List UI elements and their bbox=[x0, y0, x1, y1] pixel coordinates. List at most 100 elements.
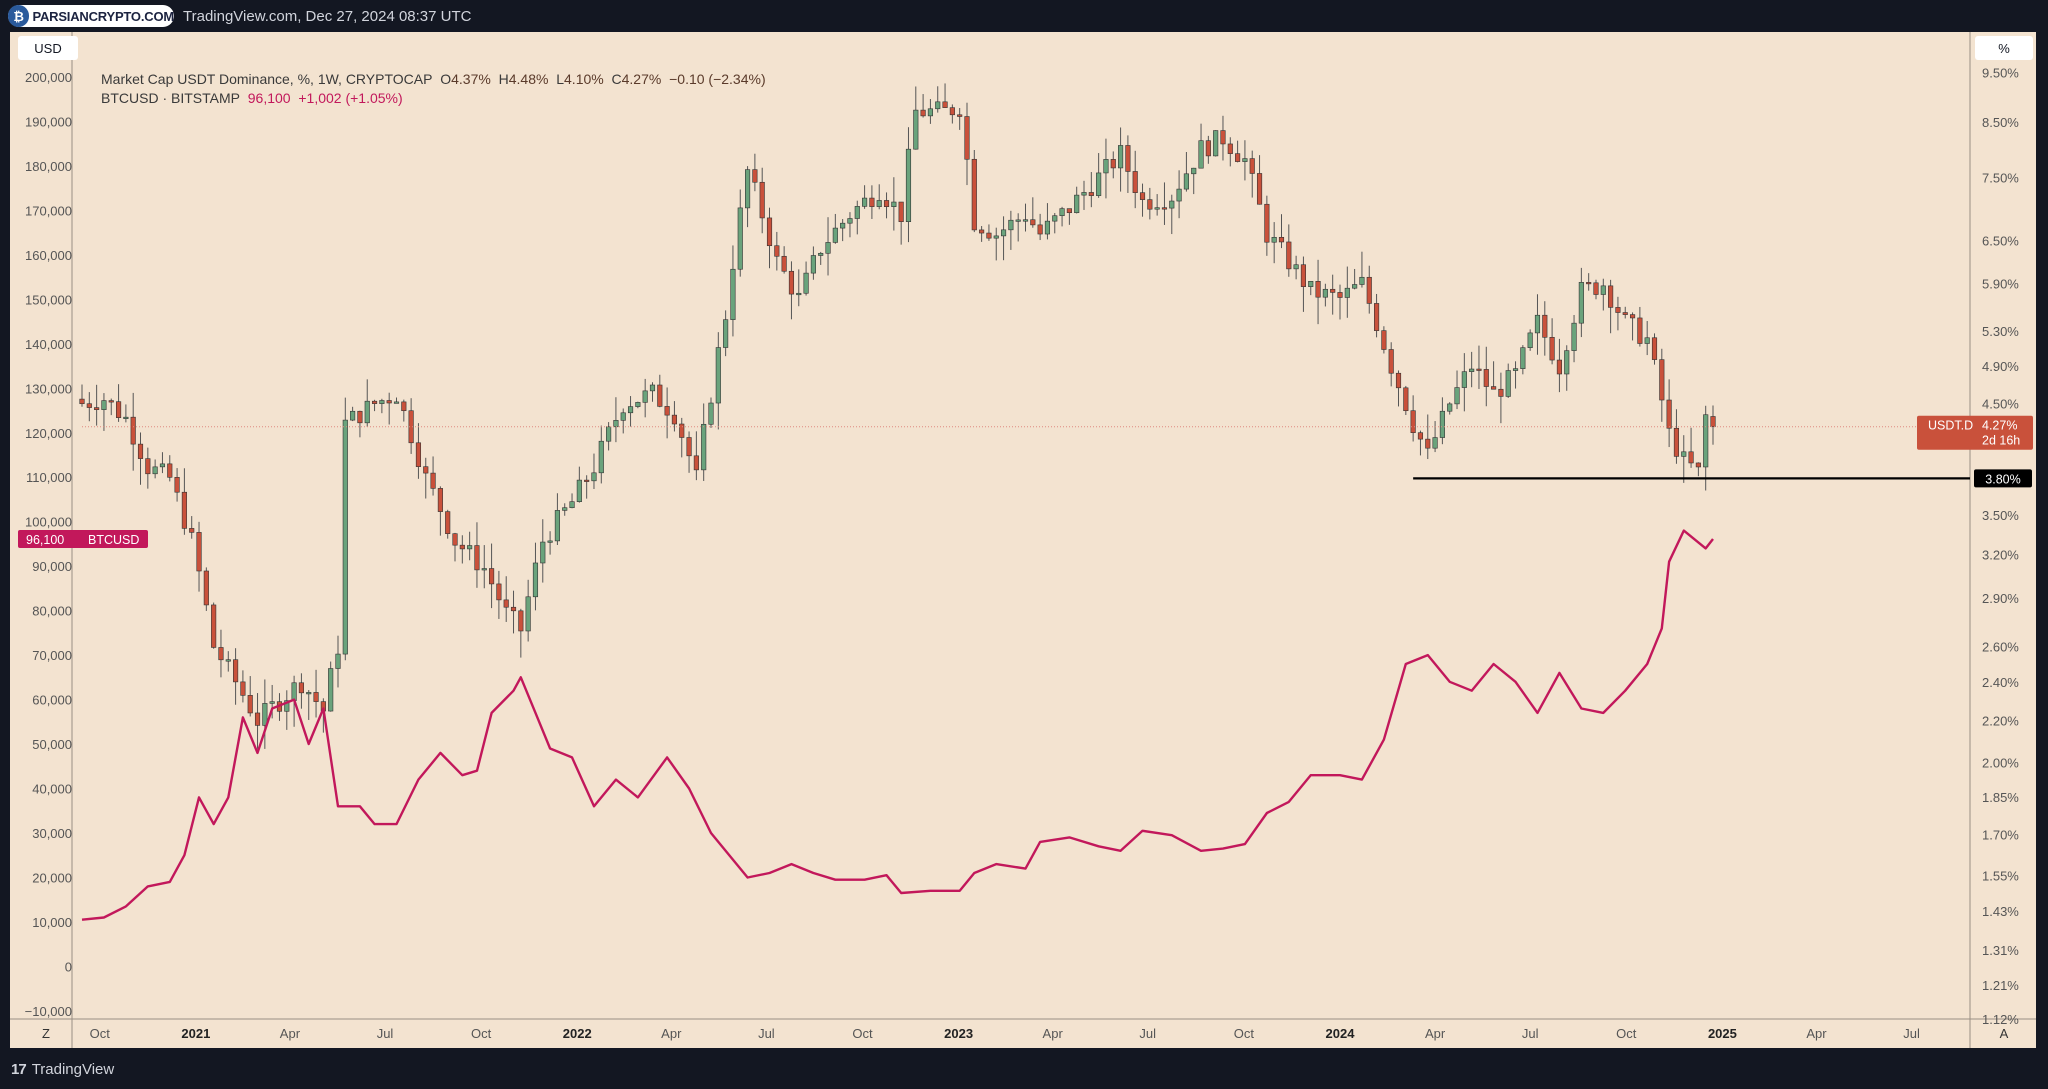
candle-body bbox=[1278, 236, 1285, 243]
candle-body bbox=[1235, 153, 1241, 162]
candle-body bbox=[269, 701, 275, 704]
right-tick-label: 2.40% bbox=[1982, 675, 2019, 690]
usdt-countdown: 2d 16h bbox=[1982, 434, 2020, 448]
chart-frame: 200,000 190,000 180,000 170,000 160,000 150,0… bbox=[10, 32, 2036, 1048]
candle-body bbox=[766, 217, 773, 247]
right-tick-label: 1.85% bbox=[1982, 790, 2019, 805]
candle-body bbox=[942, 101, 948, 108]
candle-body bbox=[1293, 264, 1299, 270]
candle-body bbox=[679, 423, 685, 438]
candle-body bbox=[1096, 172, 1102, 196]
candle-body bbox=[1432, 437, 1438, 449]
candle-body bbox=[1205, 140, 1211, 157]
candle-body bbox=[854, 206, 860, 219]
support-price-tag bbox=[1974, 469, 2032, 488]
candle-body bbox=[503, 599, 509, 608]
btc-price-tag-name: BTCUSD bbox=[88, 533, 139, 547]
candle-body bbox=[620, 412, 626, 421]
a-button[interactable]: A bbox=[2000, 1026, 2009, 1041]
chart-canvas[interactable]: 200,000 190,000 180,000 170,000 160,000 150,0… bbox=[10, 32, 2036, 1048]
candle-body bbox=[1534, 314, 1541, 334]
candle-body bbox=[1710, 416, 1716, 428]
left-tick-label: 170,000 bbox=[25, 203, 72, 218]
candle-body bbox=[1030, 219, 1036, 226]
candle-body bbox=[1578, 282, 1584, 324]
candle-body bbox=[1695, 462, 1701, 468]
candle-body bbox=[1542, 314, 1548, 338]
left-tick-label: 130,000 bbox=[25, 381, 72, 396]
candle-body bbox=[708, 402, 714, 425]
candle-body bbox=[1052, 215, 1058, 222]
candle-body bbox=[869, 197, 875, 207]
candle-body bbox=[1169, 200, 1175, 209]
usdt-price-tag-name: USDT.D bbox=[1928, 419, 1973, 433]
candle-body bbox=[350, 410, 356, 421]
x-tick-label: Oct bbox=[90, 1026, 111, 1041]
candle-body bbox=[1139, 192, 1146, 200]
candle-body bbox=[723, 319, 729, 348]
candle-body bbox=[174, 477, 180, 493]
candle-body bbox=[649, 384, 656, 392]
candle-body bbox=[606, 426, 612, 442]
tradingview-logo-icon: 17 bbox=[11, 1061, 27, 1078]
candle-body bbox=[847, 218, 853, 224]
candle-body bbox=[693, 455, 699, 471]
candle-body bbox=[788, 270, 795, 295]
watermark-brand: PARSIANCRYPTO.COM bbox=[32, 8, 174, 24]
candle-body bbox=[979, 229, 985, 234]
candle-body bbox=[1359, 276, 1365, 285]
candle-body bbox=[1125, 145, 1131, 172]
candle-body bbox=[1498, 388, 1504, 397]
candle-body bbox=[291, 682, 297, 701]
right-tick-label: 7.50% bbox=[1982, 170, 2019, 185]
percent-scale-button[interactable]: % bbox=[1975, 36, 2033, 60]
candle-body bbox=[1454, 387, 1460, 405]
candle-body bbox=[1600, 285, 1606, 295]
candle-body bbox=[130, 416, 136, 445]
x-tick-label: Oct bbox=[471, 1026, 492, 1041]
right-tick-label: 2.20% bbox=[1982, 713, 2019, 728]
candle-body bbox=[898, 201, 904, 223]
right-tick-label: 3.50% bbox=[1982, 508, 2019, 523]
candle-body bbox=[920, 109, 926, 117]
candle-body bbox=[664, 406, 670, 416]
support-price-label: 3.80% bbox=[1985, 472, 2020, 486]
candle-body bbox=[1688, 451, 1694, 464]
candle-body bbox=[584, 479, 590, 482]
candle-body bbox=[145, 458, 151, 475]
btc-price-tag-value: 96,100 bbox=[26, 533, 64, 547]
candle-body bbox=[1673, 427, 1680, 457]
candle-body bbox=[262, 703, 268, 726]
btc-legend-price: 96,100 bbox=[247, 90, 291, 106]
candle-body bbox=[189, 528, 195, 533]
btc-price-tag bbox=[18, 530, 148, 549]
candle-body bbox=[1103, 159, 1109, 174]
candle-body bbox=[1300, 264, 1306, 287]
right-tick-label: 2.90% bbox=[1982, 591, 2019, 606]
candle-body bbox=[1681, 451, 1687, 457]
candle-body bbox=[1154, 207, 1160, 210]
z-button[interactable]: Z bbox=[42, 1026, 50, 1041]
candle-body bbox=[781, 255, 787, 272]
candle-body bbox=[393, 401, 400, 404]
watermark-badge: ₿ PARSIANCRYPTO.COM bbox=[8, 5, 174, 27]
left-tick-label: 180,000 bbox=[25, 159, 72, 174]
right-tick-label: 1.21% bbox=[1982, 978, 2019, 993]
candle-body bbox=[452, 533, 458, 546]
usdt-open-label: O bbox=[440, 71, 452, 87]
candle-body bbox=[1022, 219, 1029, 222]
candle-body bbox=[437, 488, 443, 512]
candle-body bbox=[1476, 368, 1482, 371]
candle-body bbox=[737, 207, 743, 270]
candle-body bbox=[167, 463, 173, 478]
left-tick-label: −10,000 bbox=[25, 1004, 72, 1019]
left-tick-label: 30,000 bbox=[32, 826, 72, 841]
candle-body bbox=[1505, 370, 1511, 397]
candle-body bbox=[1586, 282, 1592, 285]
btc-legend: BTCUSD · BITSTAMP 96,100 +1,002 (+1.05%) bbox=[101, 90, 403, 106]
candle-body bbox=[883, 200, 890, 207]
x-tick-label: Oct bbox=[1616, 1026, 1637, 1041]
candle-body bbox=[401, 401, 407, 412]
currency-button[interactable]: USD bbox=[18, 36, 78, 60]
candle-body bbox=[1037, 224, 1043, 235]
